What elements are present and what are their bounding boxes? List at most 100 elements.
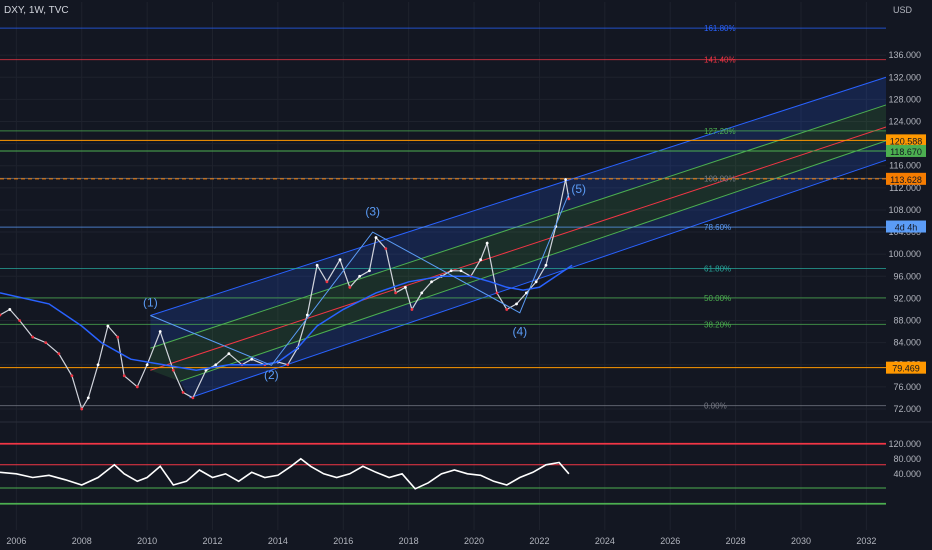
price-point <box>404 285 407 289</box>
price-point <box>31 335 35 339</box>
y-tick-label: 108.000 <box>888 205 921 215</box>
price-point <box>338 258 342 262</box>
y-tick-label: 88.000 <box>893 316 921 326</box>
price-point <box>57 352 61 356</box>
y-tick-label: 72.000 <box>893 404 921 414</box>
price-point <box>420 291 424 295</box>
x-tick-label: 2008 <box>72 536 92 546</box>
fib-label: 0.00% <box>704 402 727 411</box>
price-point <box>96 363 100 367</box>
price-point <box>135 385 139 389</box>
fib-label: 50.00% <box>704 294 731 303</box>
x-tick-label: 2018 <box>399 536 419 546</box>
price-point <box>86 396 90 400</box>
price-point <box>495 291 499 295</box>
y-tick-label: 116.000 <box>889 161 921 171</box>
y-tick-label: 136.000 <box>888 50 921 60</box>
fib-label: 127.20% <box>704 127 736 136</box>
price-point <box>505 308 509 311</box>
price-point <box>325 280 329 284</box>
channel-line-q3 <box>179 140 887 382</box>
price-point <box>524 291 528 295</box>
channel-band-upper <box>150 77 887 349</box>
osc-y-tick-label: 120.000 <box>888 439 921 449</box>
fib-label: 38.20% <box>704 320 731 329</box>
wave-label: (3) <box>365 204 380 218</box>
price-point <box>479 258 482 262</box>
price-point <box>0 313 2 317</box>
price-point <box>116 335 120 339</box>
wave-label: (5) <box>571 182 586 196</box>
price-point <box>368 269 371 273</box>
price-point <box>106 324 110 328</box>
price-point <box>567 197 571 201</box>
price-point <box>358 274 362 278</box>
price-point <box>564 178 568 181</box>
price-point <box>410 308 414 311</box>
x-tick-label: 2020 <box>464 536 484 546</box>
wave-label: (2) <box>264 368 279 382</box>
price-point <box>449 269 453 273</box>
price-point <box>384 247 388 251</box>
price-tag <box>886 134 926 147</box>
price-point <box>227 352 231 356</box>
price-point <box>158 330 162 333</box>
price-tag-label: 79.469 <box>892 364 920 374</box>
price-point <box>485 241 489 245</box>
y-tick-label: 132.000 <box>888 72 921 82</box>
price-point <box>305 313 309 317</box>
price-point <box>18 319 22 322</box>
y-tick-label: 128.000 <box>888 94 921 104</box>
price-point <box>348 285 352 289</box>
price-point <box>250 357 254 361</box>
price-tag-label: 113.628 <box>890 175 922 185</box>
price-axis-panel <box>886 0 932 550</box>
price-point <box>394 291 397 295</box>
price-tag <box>886 220 926 233</box>
price-point <box>145 363 149 367</box>
y-tick-label: 84.000 <box>893 338 921 348</box>
x-tick-label: 2022 <box>529 536 549 546</box>
channel-line-upper <box>150 76 887 317</box>
wave-label: (1) <box>143 296 158 310</box>
x-tick-label: 2026 <box>660 536 680 546</box>
price-tag <box>886 172 926 185</box>
fib-label: 78.60% <box>704 223 731 232</box>
osc-y-tick-label: 80.000 <box>893 454 921 464</box>
elliott-wave-path <box>150 193 570 366</box>
series-ma <box>0 264 573 372</box>
x-tick-label: 2006 <box>6 536 26 546</box>
x-tick-label: 2028 <box>726 536 746 546</box>
price-point <box>374 236 378 239</box>
x-tick-label: 2030 <box>791 536 811 546</box>
price-point <box>430 280 433 284</box>
osc-series <box>0 457 570 490</box>
price-point <box>70 374 74 378</box>
y-tick-label: 112.000 <box>889 183 921 193</box>
symbol-title: DXY, 1W, TVC <box>4 5 69 16</box>
fib-label: 141.40% <box>704 56 736 65</box>
fib-label: 100.00% <box>704 174 736 183</box>
price-point <box>515 302 518 306</box>
price-point <box>8 308 12 311</box>
price-point <box>534 280 538 284</box>
price-point <box>44 341 48 345</box>
price-point <box>80 407 84 411</box>
price-tag-label: 118.670 <box>890 147 922 157</box>
fib-label: 61.80% <box>704 265 731 274</box>
price-tag-label: 120.588 <box>890 136 923 146</box>
y-tick-label: 96.000 <box>893 271 921 281</box>
wave-label: (4) <box>512 324 527 338</box>
price-tag <box>886 144 926 157</box>
channel-line-q1 <box>150 104 887 349</box>
price-point <box>191 396 195 400</box>
y-tick-label: 76.000 <box>893 382 921 392</box>
y-tick-label: 124.000 <box>888 117 921 127</box>
price-point <box>459 269 463 273</box>
price-tag <box>886 361 926 374</box>
channel-band-mid-lower <box>150 127 887 382</box>
price-point <box>122 374 126 378</box>
x-tick-label: 2010 <box>137 536 157 546</box>
x-tick-label: 2012 <box>202 536 222 546</box>
